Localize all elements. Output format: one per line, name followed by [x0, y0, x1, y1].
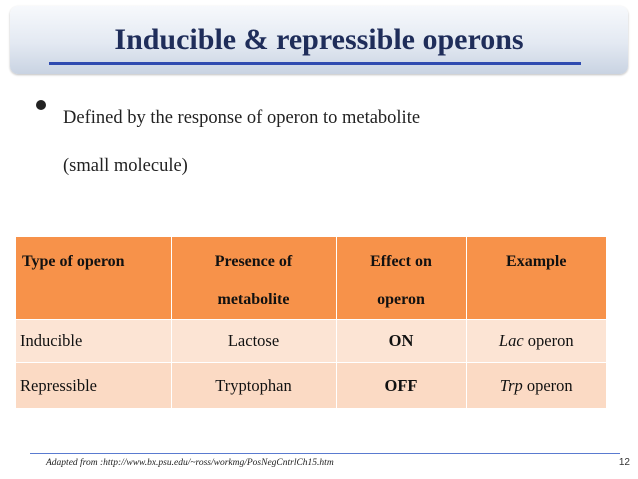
footer-divider	[30, 453, 620, 454]
page-number: 12	[618, 457, 630, 468]
table-header-row: Type of operon Presence of metabolite Ef…	[16, 237, 606, 320]
title-underline	[49, 62, 581, 65]
example-rest: operon	[523, 331, 574, 350]
source-citation: Adapted from :http://www.bx.psu.edu/~ros…	[46, 458, 334, 468]
cell-metabolite: Tryptophan	[171, 362, 337, 408]
header-presence-line2: metabolite	[217, 291, 290, 308]
header-effect-line2: operon	[377, 291, 425, 308]
operon-table: Type of operon Presence of metabolite Ef…	[16, 237, 606, 408]
table-row: Repressible Tryptophan OFF Trp operon	[16, 362, 606, 408]
cell-effect-off: OFF	[336, 362, 467, 408]
header-presence-line1: Presence of	[214, 253, 293, 270]
cell-type: Inducible	[16, 319, 172, 363]
cell-metabolite: Lactose	[171, 319, 337, 363]
cell-example: Trp operon	[466, 362, 606, 408]
cell-type: Repressible	[16, 362, 172, 408]
bullet-line-1: Defined by the response of operon to met…	[63, 108, 421, 128]
header-effect: Effect on operon	[336, 237, 467, 320]
bullet-line-2: (small molecule)	[63, 156, 188, 176]
slide-title: Inducible & repressible operons	[114, 23, 524, 56]
example-rest: operon	[522, 375, 573, 395]
table-row: Inducible Lactose ON Lac operon	[16, 319, 606, 363]
cell-effect-on: ON	[336, 319, 467, 363]
example-italic: Lac	[498, 331, 524, 350]
header-type: Type of operon	[16, 237, 172, 320]
header-presence: Presence of metabolite	[171, 237, 337, 320]
bullet-icon	[36, 100, 46, 110]
example-italic: Trp	[499, 375, 523, 395]
bullet-text: Defined by the response of operon to met…	[63, 94, 583, 190]
cell-example: Lac operon	[466, 319, 606, 363]
header-example: Example	[466, 237, 606, 320]
header-effect-line1: Effect on	[370, 253, 432, 270]
